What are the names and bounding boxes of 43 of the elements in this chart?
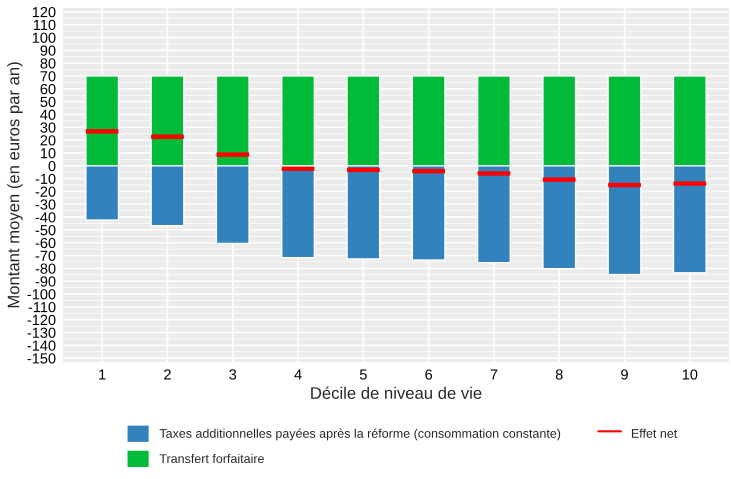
x-tick-label: 6 bbox=[425, 369, 432, 380]
y-tick-label: 30 bbox=[40, 122, 56, 133]
y-tick-label: 20 bbox=[40, 135, 56, 146]
y-tick-label: -120 bbox=[28, 314, 56, 326]
x-tick-label: 5 bbox=[360, 369, 367, 380]
y-tick-label: -60 bbox=[36, 238, 56, 248]
y-tick-label: 50 bbox=[40, 96, 56, 108]
y-tick-label: 90 bbox=[40, 45, 56, 56]
y-tick-label: -140 bbox=[28, 340, 56, 351]
y-tick-label: -50 bbox=[36, 224, 56, 236]
y-tick-label: 100 bbox=[32, 32, 56, 43]
y-tick-label: 80 bbox=[40, 58, 56, 69]
y-tick-label: -20 bbox=[36, 186, 56, 197]
y-tick-label: 0 bbox=[48, 160, 56, 172]
y-tick-label: 40 bbox=[40, 110, 56, 120]
x-axis-title: Décile de niveau de vie bbox=[311, 386, 482, 399]
y-tick-label: -70 bbox=[36, 250, 56, 261]
y-tick-label: -100 bbox=[28, 289, 56, 300]
y-tick-label: -130 bbox=[28, 328, 56, 338]
y-tick-label: -30 bbox=[36, 199, 56, 210]
legend-label: Effet net bbox=[632, 428, 678, 438]
y-axis-title: Montant moyen (en euros par an) bbox=[7, 62, 23, 308]
y-tick-label: -10 bbox=[36, 174, 56, 184]
y-tick-label: 10 bbox=[40, 148, 56, 158]
x-tick-label: 8 bbox=[556, 369, 563, 380]
legend-label: Taxes additionnelles payées après la réforme (consommation constante) bbox=[160, 428, 560, 440]
y-tick-label: -150 bbox=[28, 353, 56, 364]
y-tick-label: -110 bbox=[28, 302, 56, 312]
x-tick-label: 4 bbox=[294, 369, 302, 380]
x-tick-label: 9 bbox=[621, 369, 628, 380]
y-tick-label: -80 bbox=[36, 263, 56, 274]
x-tick-label: 10 bbox=[682, 369, 698, 380]
y-tick-label: 120 bbox=[32, 6, 56, 18]
y-tick-label: 60 bbox=[40, 84, 56, 94]
x-tick-label: 2 bbox=[164, 369, 171, 380]
legend-label: Transfert forfaitaire bbox=[160, 454, 264, 464]
x-tick-label: 7 bbox=[490, 369, 498, 380]
y-tick-label: 70 bbox=[40, 71, 56, 82]
x-tick-label: 1 bbox=[99, 369, 106, 380]
y-tick-label: -90 bbox=[36, 276, 56, 287]
y-tick-label: 110 bbox=[34, 20, 56, 30]
x-tick-label: 3 bbox=[229, 369, 236, 380]
y-tick-label: -40 bbox=[36, 212, 56, 222]
